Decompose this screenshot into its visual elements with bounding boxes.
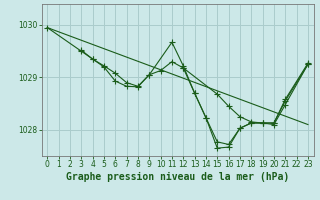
X-axis label: Graphe pression niveau de la mer (hPa): Graphe pression niveau de la mer (hPa): [66, 172, 289, 182]
